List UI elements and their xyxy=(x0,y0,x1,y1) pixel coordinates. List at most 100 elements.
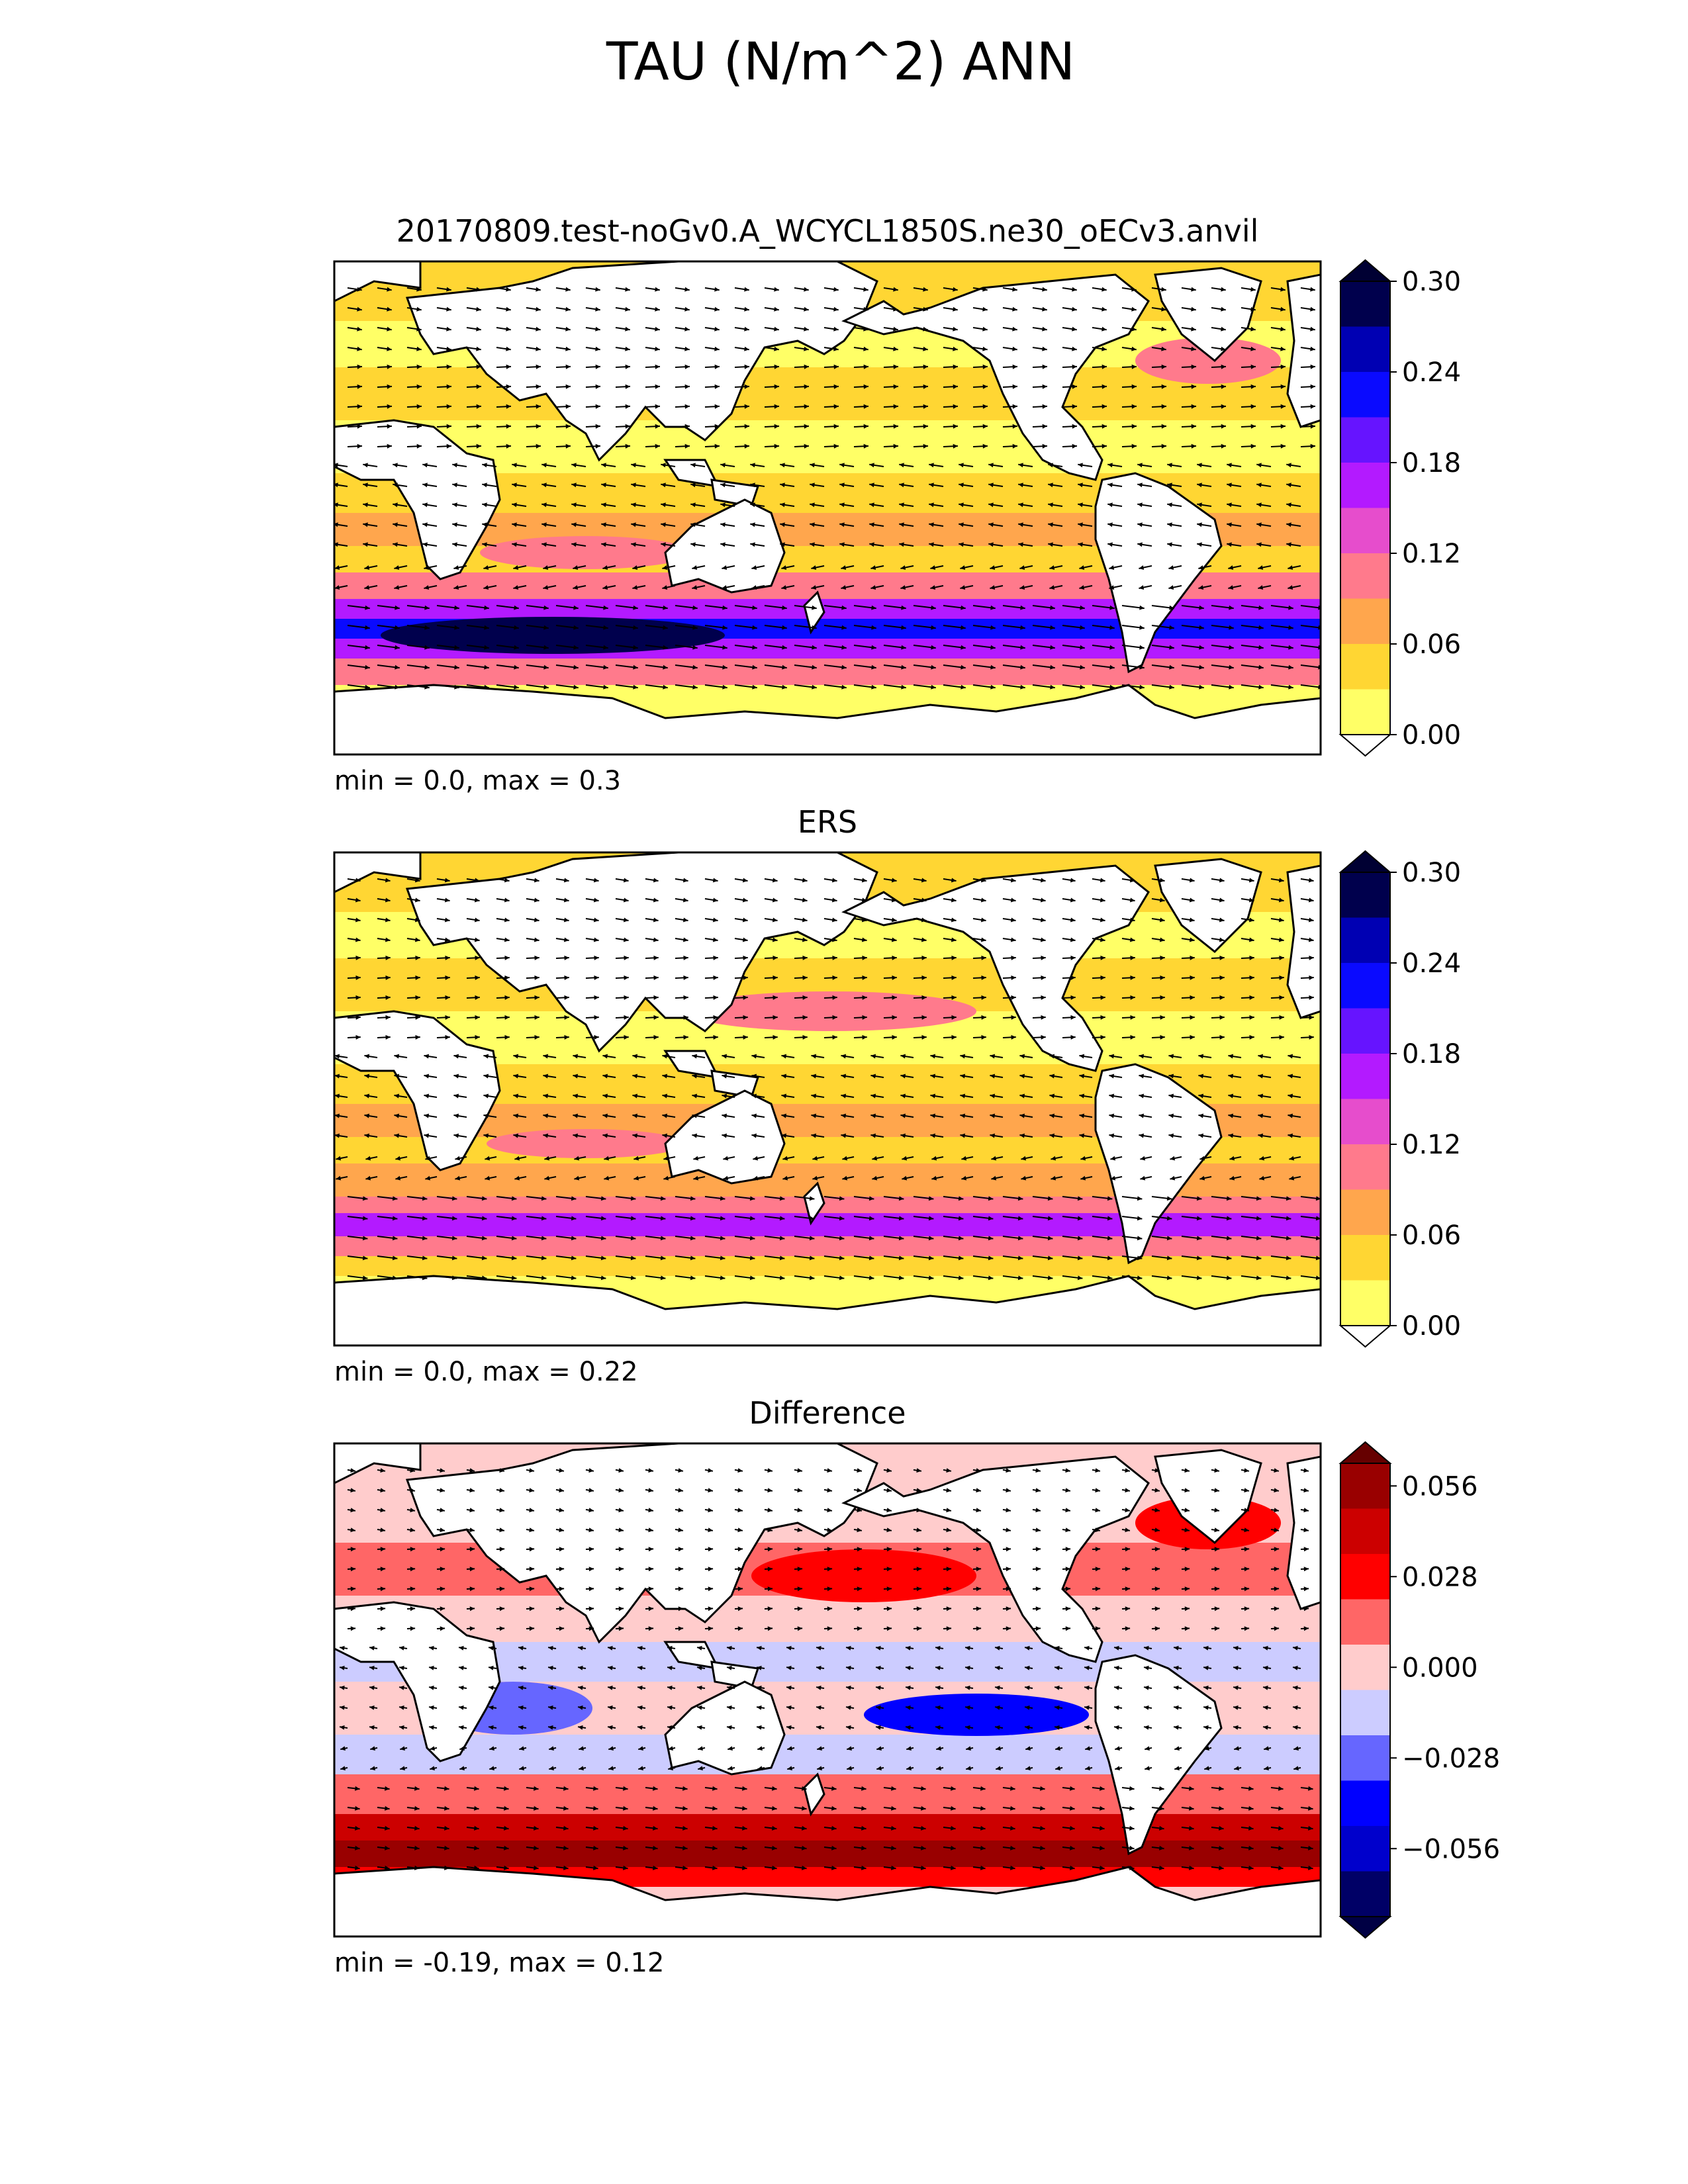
wind-vector-head xyxy=(384,1825,390,1831)
wind-vector-head xyxy=(862,955,867,960)
wind-vector-head xyxy=(684,346,690,351)
wind-vector-head xyxy=(690,522,696,527)
wind-vector-head xyxy=(453,585,459,590)
wind-vector-head xyxy=(720,482,726,488)
wind-vector-head xyxy=(350,1606,356,1612)
wind-vector-head xyxy=(678,1626,684,1631)
wind-vector-head xyxy=(841,1133,847,1138)
wind-vector-head xyxy=(482,482,487,488)
wind-vector-head xyxy=(891,897,897,903)
wind-vector-head xyxy=(802,1034,808,1040)
wind-vector-head xyxy=(1070,917,1076,923)
wind-vector-head xyxy=(1100,975,1105,980)
wind-vector-head xyxy=(563,897,569,903)
wind-vector-head xyxy=(1070,995,1076,1000)
wind-vector-head xyxy=(1288,625,1293,630)
wind-vector-head xyxy=(1055,1746,1060,1751)
wind-vector-head xyxy=(1006,1606,1011,1612)
wind-vector-head xyxy=(1226,1196,1232,1201)
wind-vector-head xyxy=(931,1156,937,1161)
wind-vector-head xyxy=(565,326,571,332)
wind-vector-head xyxy=(1288,684,1293,690)
wind-vector-head xyxy=(541,482,547,488)
wind-vector-head xyxy=(779,1236,785,1241)
wind-vector-head xyxy=(990,1054,996,1059)
wind-vector-head xyxy=(354,1786,360,1791)
wind-vector-head xyxy=(662,1133,668,1138)
wind-vector-head xyxy=(727,1705,732,1710)
wind-vector-head xyxy=(772,897,778,903)
wind-vector-head xyxy=(392,1196,398,1201)
wind-vector-head xyxy=(950,1805,956,1811)
wind-vector-head xyxy=(1204,1746,1209,1751)
wind-vector-head xyxy=(543,1133,549,1138)
wind-stress-vectors xyxy=(339,1468,1313,1870)
wind-vector-head xyxy=(334,585,340,590)
wind-vector-head xyxy=(444,878,450,883)
wind-vector-head xyxy=(512,542,517,547)
wind-vector-head xyxy=(355,955,361,960)
wind-vector-head xyxy=(1307,1865,1313,1870)
wind-vector-head xyxy=(870,565,876,570)
wind-vector-head xyxy=(1259,1175,1265,1181)
wind-vector-head xyxy=(533,1805,539,1811)
wind-vector-head xyxy=(870,1093,876,1099)
wind-vector-head xyxy=(571,542,577,547)
wind-vector-head xyxy=(1168,1113,1174,1118)
wind-vector-head xyxy=(1051,1175,1056,1181)
wind-vector-head xyxy=(1214,1508,1219,1513)
wind-vector-head xyxy=(1250,443,1256,449)
wind-vector-head xyxy=(1084,1665,1090,1670)
wind-vector-head xyxy=(1129,917,1135,923)
wind-vector-head xyxy=(414,917,420,923)
wind-vector-head xyxy=(1055,1685,1060,1690)
wind-vector-head xyxy=(1070,937,1076,942)
wind-vector-head xyxy=(773,1015,778,1020)
wind-vector-head xyxy=(935,1725,941,1730)
wind-vector-head xyxy=(1010,937,1016,942)
wind-vector-head xyxy=(369,1645,375,1651)
wind-vector-head xyxy=(653,878,659,883)
wind-vector-head xyxy=(633,1156,639,1161)
wind-vector-head xyxy=(833,404,839,409)
wind-vector-head xyxy=(445,1015,450,1020)
wind-vector-head xyxy=(660,1216,666,1221)
wind-vector-head xyxy=(683,975,688,980)
wind-vector-head xyxy=(1154,1488,1160,1493)
wind-vector-head xyxy=(1025,1645,1030,1651)
wind-vector-head xyxy=(901,605,906,610)
wind-vector-head xyxy=(916,1586,922,1592)
wind-vector-head xyxy=(655,326,660,332)
wind-vector-head xyxy=(906,1766,912,1771)
wind-vector-head xyxy=(1256,1196,1262,1201)
wind-vector-head xyxy=(514,684,519,690)
wind-vector-head xyxy=(601,522,606,527)
wind-vector-head xyxy=(802,995,808,1000)
wind-vector-head xyxy=(387,443,392,449)
wind-vector-head xyxy=(564,1034,569,1040)
colorbar-segment xyxy=(1340,463,1390,508)
wind-vector-head xyxy=(797,1586,803,1592)
wind-vector-head xyxy=(961,625,966,630)
wind-vector-head xyxy=(692,1073,698,1079)
wind-vector-head xyxy=(1286,482,1291,488)
wind-vector-head xyxy=(602,585,608,590)
wind-vector-head xyxy=(395,1156,401,1161)
wind-vector-head xyxy=(410,1488,415,1493)
wind-vector-head xyxy=(393,463,398,468)
wind-vector-head xyxy=(573,1054,579,1059)
wind-vector-head xyxy=(1107,502,1113,508)
wind-vector-head xyxy=(573,565,579,570)
wind-vector-head xyxy=(811,1133,817,1138)
wind-vector-head xyxy=(1160,1034,1165,1040)
wind-vector-head xyxy=(1049,565,1055,570)
wind-vector-head xyxy=(451,1255,457,1261)
wind-vector-head xyxy=(1229,605,1234,610)
wind-vector-head xyxy=(1214,1527,1219,1533)
wind-vector-head xyxy=(1286,1275,1291,1281)
wind-vector-head xyxy=(513,1133,519,1138)
wind-vector-head xyxy=(916,1626,922,1631)
wind-vector-head xyxy=(476,424,481,429)
wind-vector-head xyxy=(1040,937,1046,942)
wind-vector-head xyxy=(1078,482,1083,488)
